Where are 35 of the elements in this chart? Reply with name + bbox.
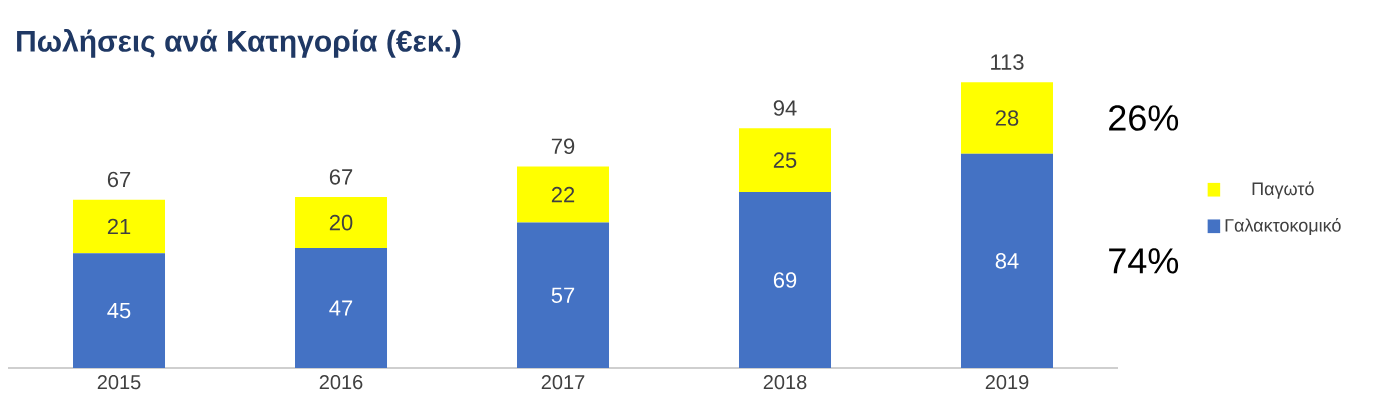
x-tick-label: 2018: [763, 375, 807, 390]
x-tick-label: 2019: [985, 375, 1029, 390]
total-label: 67: [107, 171, 131, 188]
bar: [961, 153, 1053, 368]
total-label: 79: [551, 138, 575, 155]
data-label: 57: [551, 287, 575, 303]
bar: [739, 128, 832, 192]
legend-label: Γαλακτοκομικό: [1225, 218, 1341, 236]
data-label: 28: [995, 110, 1019, 126]
data-label: 84: [995, 253, 1019, 269]
bar: [961, 82, 1053, 154]
bar: [517, 166, 610, 223]
data-label: 25: [773, 152, 797, 168]
bar: [739, 191, 832, 368]
x-tick-label: 2017: [541, 375, 585, 390]
data-label: 22: [551, 186, 575, 203]
x-tick-label: 2015: [97, 375, 141, 390]
bar: [295, 197, 388, 249]
bar: [517, 222, 610, 368]
data-label: 20: [329, 214, 353, 231]
chart-title: Πωλήσεις ανά Κατηγορία (€εκ.): [17, 29, 461, 58]
data-label: 45: [107, 302, 131, 319]
bar: [73, 253, 166, 368]
total-label: 67: [329, 169, 353, 185]
bar: [295, 248, 388, 368]
data-label: 21: [107, 218, 131, 235]
annotation: 26%: [1109, 105, 1179, 131]
data-label: 47: [329, 300, 353, 316]
bar: [73, 199, 166, 254]
annotation: 74%: [1109, 248, 1179, 274]
legend-label: Παγωτό: [1252, 181, 1314, 199]
data-label: 69: [773, 272, 797, 288]
x-tick-label: 2016: [319, 375, 363, 390]
total-label: 113: [991, 54, 1024, 70]
total-label: 94: [773, 100, 797, 116]
